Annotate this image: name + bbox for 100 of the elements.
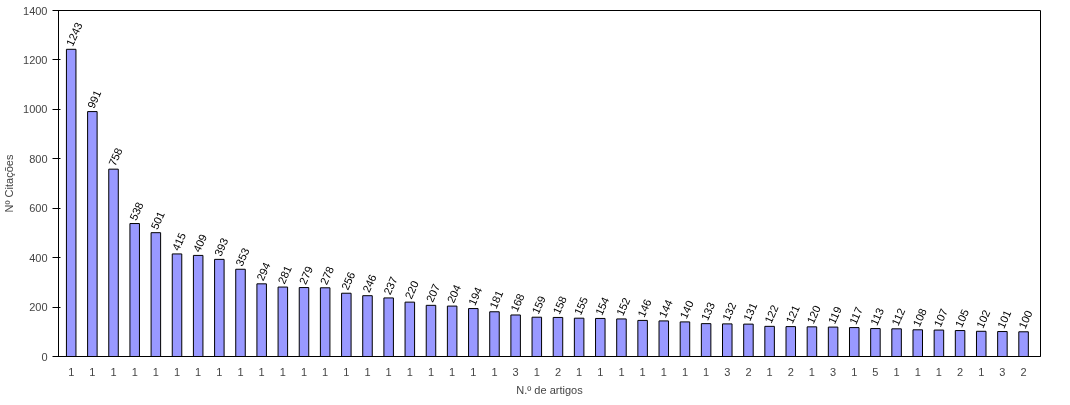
data-label: 101 <box>994 308 1014 330</box>
x-tick-label: 3 <box>999 365 1006 378</box>
x-tick-label: 1 <box>68 365 75 378</box>
x-tick-label: 1 <box>978 365 985 378</box>
data-label: 204 <box>444 282 464 305</box>
x-tick-label: 2 <box>554 365 562 378</box>
data-label: 112 <box>889 306 908 328</box>
x-tick-label: 5 <box>872 365 879 378</box>
data-label: 113 <box>867 306 887 328</box>
data-label: 119 <box>825 304 844 326</box>
x-tick-label: 1 <box>152 365 159 378</box>
data-label: 121 <box>783 303 802 326</box>
x-tick-label: 3 <box>724 365 731 378</box>
data-label: 168 <box>508 291 527 314</box>
x-tick-label: 1 <box>195 365 202 378</box>
x-tick-label: 1 <box>406 365 413 378</box>
x-tick-label: 1 <box>766 365 773 378</box>
x-tick-label: 1 <box>533 365 540 378</box>
x-tick-label: 1 <box>89 365 96 378</box>
data-label: 131 <box>740 300 760 323</box>
x-tick-label: 1 <box>300 365 308 378</box>
x-tick-label: 1 <box>681 365 689 378</box>
x-tick-label: 1 <box>385 365 392 378</box>
data-label: 122 <box>762 303 781 325</box>
data-label: 132 <box>719 300 739 323</box>
x-tick-label: 1 <box>893 365 900 378</box>
data-label: 100 <box>1016 308 1035 331</box>
x-tick-label: 1 <box>173 365 181 378</box>
x-tick-label: 1 <box>618 365 625 378</box>
x-tick-label: 1 <box>703 365 710 378</box>
data-label: 144 <box>656 297 675 320</box>
data-label: 105 <box>952 307 972 329</box>
x-tick-label: 1 <box>576 365 583 378</box>
data-label: 102 <box>973 308 993 330</box>
data-label: 409 <box>190 232 210 254</box>
data-label: 237 <box>381 274 400 297</box>
x-tick-label: 1 <box>427 365 435 378</box>
data-label: 278 <box>317 264 337 287</box>
data-label: 246 <box>360 272 379 295</box>
y-tick-label: 200 <box>29 301 48 314</box>
x-tick-label: 1 <box>914 365 921 378</box>
x-tick-label: 1 <box>343 365 350 378</box>
x-tick-label: 2 <box>745 365 752 378</box>
x-tick-label: 1 <box>639 365 646 378</box>
data-label: 279 <box>296 264 315 286</box>
x-tick-label: 1 <box>216 365 223 378</box>
data-label: 538 <box>127 200 146 222</box>
x-tick-label: 1 <box>110 365 117 378</box>
data-label: 393 <box>211 236 231 258</box>
data-label: 194 <box>465 285 485 308</box>
data-label: 207 <box>423 282 442 304</box>
data-label: 181 <box>487 288 506 311</box>
y-axis-title: Nº Citações <box>3 154 16 213</box>
y-tick-label: 600 <box>29 202 48 215</box>
x-tick-label: 1 <box>597 365 604 378</box>
data-label: 117 <box>846 305 865 327</box>
x-tick-label: 1 <box>279 365 286 378</box>
data-label: 501 <box>148 209 167 232</box>
data-label: 991 <box>84 88 104 111</box>
y-tick-label: 400 <box>29 251 48 264</box>
x-tick-label: 1 <box>364 365 371 378</box>
data-label: 107 <box>931 306 950 329</box>
data-label: 256 <box>338 270 358 292</box>
data-label: 140 <box>677 298 696 321</box>
y-tick-label: 1200 <box>23 53 48 66</box>
data-label: 415 <box>169 230 188 253</box>
data-label: 146 <box>635 297 654 319</box>
x-tick-label: 1 <box>322 365 329 378</box>
y-tick-label: 1400 <box>23 4 48 17</box>
data-label: 155 <box>571 294 591 317</box>
data-label: 353 <box>233 246 252 268</box>
x-tick-label: 1 <box>660 365 667 378</box>
data-label: 152 <box>613 295 633 318</box>
x-tick-label: 1 <box>449 365 456 378</box>
x-tick-label: 1 <box>131 365 138 378</box>
x-tick-label: 3 <box>830 365 837 378</box>
y-tick-label: 0 <box>41 350 48 363</box>
x-axis-title: N.º de artigos <box>516 383 584 396</box>
x-tick-label: 1 <box>258 365 265 378</box>
y-tick-label: 1000 <box>23 103 48 116</box>
data-label: 158 <box>550 294 569 316</box>
x-tick-label: 3 <box>512 365 519 378</box>
x-tick-label: 1 <box>491 365 498 378</box>
data-label: 281 <box>275 263 294 286</box>
data-label: 133 <box>698 300 718 323</box>
x-tick-label: 1 <box>237 365 244 378</box>
data-label: 294 <box>254 260 273 283</box>
data-label: 159 <box>529 294 548 316</box>
x-tick-label: 1 <box>935 365 942 378</box>
data-label: 154 <box>592 295 612 317</box>
x-tick-label: 1 <box>851 365 858 378</box>
x-tick-label: 2 <box>957 365 964 378</box>
data-label: 108 <box>910 306 929 329</box>
data-label: 220 <box>402 278 421 301</box>
x-tick-label: 2 <box>787 365 794 378</box>
x-tick-label: 1 <box>470 365 477 378</box>
y-tick-label: 800 <box>29 152 48 165</box>
data-label: 120 <box>804 303 823 326</box>
x-tick-label: 2 <box>1020 365 1027 378</box>
data-label: 758 <box>106 145 125 168</box>
